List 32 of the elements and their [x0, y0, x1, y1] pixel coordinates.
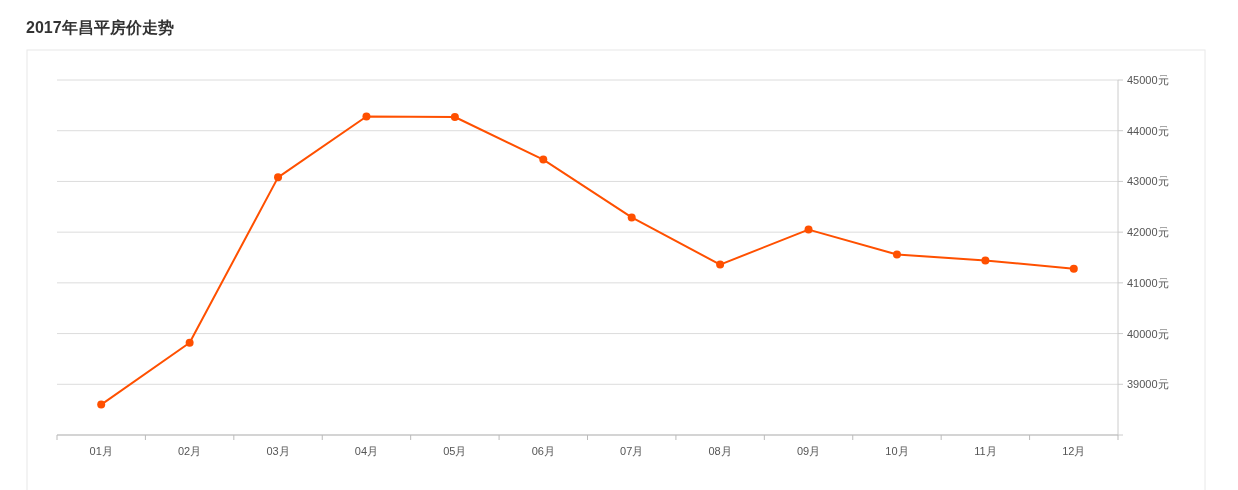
point — [627, 213, 636, 222]
x-tick-label: 04月 — [354, 445, 379, 457]
x-tick-label: 07月 — [620, 445, 644, 457]
chart-title: 2017年昌平房价走势 — [26, 18, 174, 36]
point — [450, 113, 459, 122]
x-tick-label: 09月 — [796, 445, 821, 457]
y-tick-label: 45000元 — [1127, 74, 1169, 86]
y-tick-label: 39000元 — [1127, 378, 1169, 391]
point — [97, 400, 106, 409]
x-tick-label: 12月 — [1062, 445, 1086, 457]
point — [362, 112, 371, 121]
point — [1069, 264, 1078, 273]
y-tick-label: 44000元 — [1127, 124, 1169, 137]
x-tick-label: 10月 — [885, 445, 909, 457]
x-tick-label: 02月 — [178, 445, 202, 457]
point — [892, 250, 901, 259]
x-tick-label: 11月 — [974, 445, 997, 457]
point — [716, 260, 725, 269]
x-tick-label: 03月 — [266, 445, 290, 457]
point — [981, 256, 990, 265]
x-tick-label: 06月 — [531, 445, 555, 457]
y-tick-label: 43000元 — [1127, 175, 1169, 188]
x-tick-label: 05月 — [443, 445, 467, 457]
point — [804, 225, 813, 234]
y-tick-label: 42000元 — [1127, 226, 1169, 239]
y-tick-label: 41000元 — [1127, 276, 1169, 289]
x-tick-label: 01月 — [89, 445, 113, 457]
point — [274, 173, 283, 182]
y-tick-label: 40000元 — [1127, 327, 1169, 340]
point — [185, 338, 194, 347]
x-tick-label: 08月 — [708, 445, 732, 457]
point — [539, 155, 548, 164]
